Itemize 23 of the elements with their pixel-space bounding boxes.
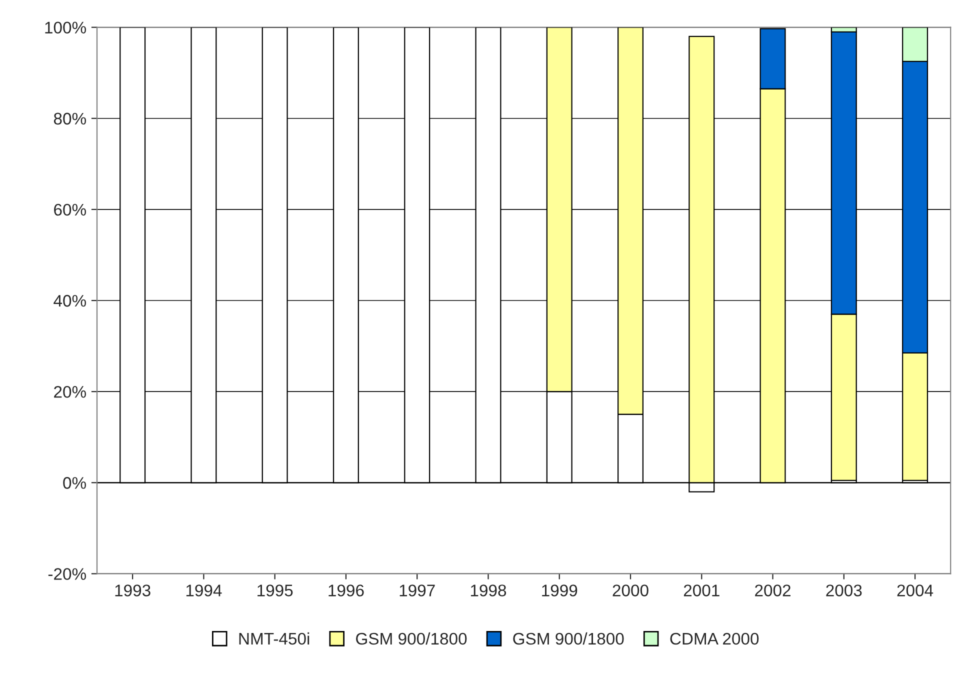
- legend-label: CDMA 2000: [670, 632, 759, 645]
- y-tick-label: 0%: [63, 477, 86, 489]
- x-tick-label: 2001: [684, 584, 720, 596]
- y-tick-label: -20%: [48, 568, 86, 580]
- x-tick-label: 1995: [258, 584, 293, 596]
- y-tick-label: 60%: [54, 204, 86, 216]
- x-tick-label: 2000: [612, 584, 648, 596]
- x-tick-label: 2003: [826, 584, 862, 596]
- legend-label: GSM 900/1800: [513, 632, 624, 645]
- x-tick-label: 2004: [897, 584, 934, 596]
- y-tick-label: 40%: [54, 294, 86, 307]
- y-tick-label: 20%: [54, 386, 86, 398]
- x-tick-label: 1998: [470, 584, 506, 596]
- x-tick-label: 1997: [400, 584, 435, 596]
- y-tick-label: 80%: [54, 112, 86, 125]
- x-tick-label: 1993: [115, 584, 150, 596]
- x-tick-label: 2002: [755, 584, 790, 596]
- x-tick-label: 1999: [542, 584, 578, 596]
- x-tick-label: 1994: [186, 584, 222, 596]
- x-tick-label: 1996: [328, 584, 364, 596]
- legend-label: GSM 900/1800: [356, 632, 467, 645]
- legend-label: NMT-450i: [239, 632, 310, 645]
- y-tick-label: 100%: [45, 22, 86, 34]
